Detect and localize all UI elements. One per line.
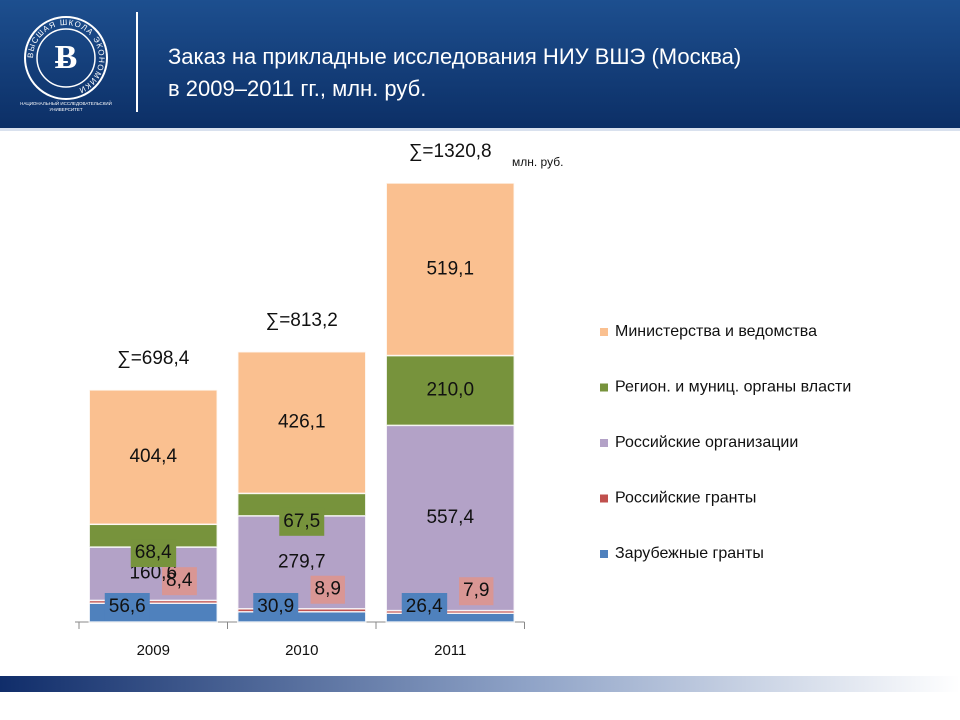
legend-label: Российские гранты <box>615 490 756 507</box>
total-label: ∑=813,2 <box>266 310 338 331</box>
bar-segment <box>385 182 515 357</box>
value-label: 8,9 <box>315 579 341 600</box>
value-label-box <box>130 539 177 568</box>
legend-swatch <box>600 494 608 503</box>
total-label: ∑=1320,8 <box>409 141 492 162</box>
bar-segment <box>88 389 218 526</box>
value-label: 519,1 <box>426 258 474 279</box>
value-label-box <box>162 567 197 596</box>
legend-swatch <box>600 328 608 336</box>
logo-mark: Ƀ <box>55 39 78 76</box>
value-label: 426,1 <box>278 412 326 433</box>
legend-label: Министерства и ведомства <box>615 323 817 340</box>
value-label-box <box>459 577 494 606</box>
legend-swatch <box>600 550 608 558</box>
value-label: 7,9 <box>463 580 489 601</box>
value-label: 68,4 <box>135 542 172 563</box>
logo-ring <box>24 16 108 100</box>
value-label: 56,6 <box>109 596 146 617</box>
header-bg <box>0 0 960 128</box>
x-tick-label: 2010 <box>285 642 318 659</box>
legend-label: Регион. и муниц. органы власти <box>615 379 851 396</box>
legend-swatch <box>600 439 608 447</box>
bar-segment <box>237 350 367 495</box>
value-label-box <box>401 593 448 621</box>
value-label: 26,4 <box>406 596 443 617</box>
value-label-box <box>279 507 325 536</box>
value-label-box <box>104 593 150 621</box>
total-label: ∑=698,4 <box>117 348 190 369</box>
legend-label: Российские организации <box>615 434 798 451</box>
logo-inner <box>36 28 96 88</box>
title: Заказ на прикладные исследования НИУ ВШЭ… <box>168 44 741 69</box>
value-label: 30,9 <box>257 596 294 617</box>
logo-caption: УНИВЕРСИТЕТ <box>49 107 83 112</box>
value-label-box <box>310 575 345 604</box>
header-rule <box>0 128 960 131</box>
value-label: 8,4 <box>166 570 193 591</box>
legend-swatch <box>600 383 608 392</box>
value-label: 67,5 <box>283 511 320 532</box>
footer-strip <box>0 676 960 692</box>
bar-segment <box>385 354 515 427</box>
logo-caption: НАЦИОНАЛЬНЫЙ ИССЛЕДОВАТЕЛЬСКИЙ <box>20 99 112 106</box>
value-label: 210,0 <box>426 379 474 400</box>
x-tick-label: 2011 <box>434 642 466 659</box>
unit-label: млн. руб. <box>512 155 563 169</box>
value-label: 557,4 <box>426 507 474 528</box>
legend-label: Зарубежные гранты <box>615 545 764 562</box>
x-tick-label: 2009 <box>137 642 170 659</box>
value-label-box <box>253 593 299 621</box>
value-label: 160,6 <box>129 563 177 584</box>
value-label: 404,4 <box>129 446 177 467</box>
value-label: 279,7 <box>278 551 326 572</box>
title: в 2009–2011 гг., млн. руб. <box>168 76 426 101</box>
